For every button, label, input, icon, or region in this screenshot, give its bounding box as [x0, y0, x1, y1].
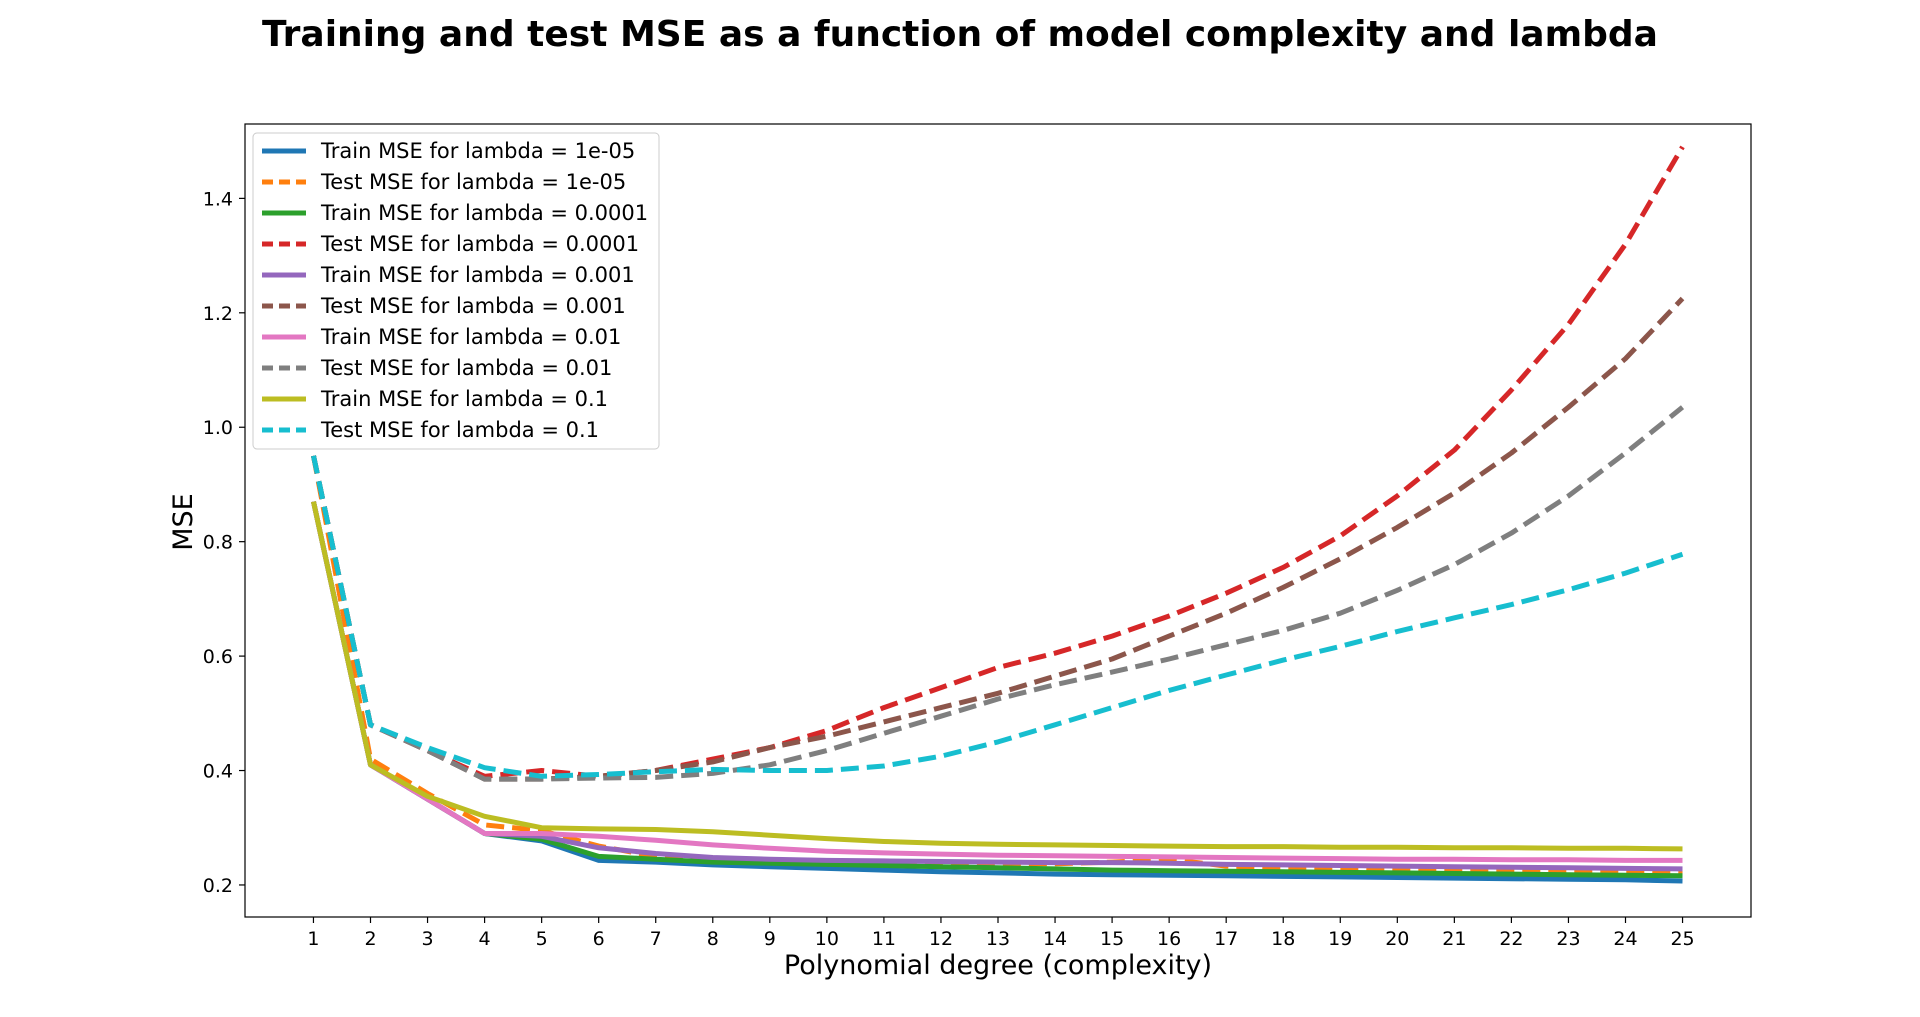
series-line-3 — [311, 501, 1683, 879]
legend-label: Test MSE for lambda = 1e-05 — [320, 170, 626, 194]
legend-label: Test MSE for lambda = 0.001 — [320, 294, 626, 318]
x-tick-label: 17 — [1214, 928, 1238, 950]
series-line-9 — [311, 501, 1683, 852]
legend-label: Train MSE for lambda = 0.001 — [320, 263, 635, 287]
series-line-7 — [311, 501, 1683, 863]
x-tick-label: 4 — [479, 928, 491, 950]
legend-label: Train MSE for lambda = 0.01 — [320, 325, 621, 349]
y-axis-label: MSE — [168, 493, 199, 551]
series-line-4 — [311, 145, 1685, 779]
x-tick-label: 12 — [929, 928, 953, 950]
x-tick-label: 7 — [650, 928, 662, 950]
x-tick-label: 10 — [815, 928, 839, 950]
x-tick-label: 25 — [1670, 928, 1694, 950]
x-tick-label: 5 — [536, 928, 548, 950]
x-tick-label: 9 — [764, 928, 776, 950]
legend-label: Test MSE for lambda = 0.1 — [320, 418, 599, 442]
x-tick-label: 3 — [421, 928, 433, 950]
legend-label: Train MSE for lambda = 1e-05 — [320, 139, 635, 163]
x-tick-label: 24 — [1613, 928, 1637, 950]
series-line-8 — [311, 405, 1685, 782]
x-tick-label: 6 — [593, 928, 605, 950]
legend: Train MSE for lambda = 1e-05 Test MSE for… — [252, 132, 660, 450]
series-line-2 — [311, 455, 1683, 876]
x-tick-label: 16 — [1157, 928, 1181, 950]
x-axis: 1 2 3 4 5 6 7 8 9 10 11 12 13 14 15 16 17 18 19 20 21 22 23 24 2… — [307, 917, 1695, 950]
y-tick-label: 0.2 — [203, 875, 233, 897]
series-line-5 — [311, 501, 1683, 872]
x-tick-label: 8 — [707, 928, 719, 950]
x-tick-label: 20 — [1385, 928, 1409, 950]
legend-label: Train MSE for lambda = 0.1 — [320, 387, 608, 411]
y-tick-label: 0.8 — [203, 532, 233, 554]
x-tick-label: 19 — [1328, 928, 1352, 950]
y-axis: 0.2 0.4 0.6 0.8 1.0 1.2 1.4 — [203, 188, 245, 897]
legend-label: Test MSE for lambda = 0.0001 — [320, 232, 639, 256]
x-tick-label: 22 — [1499, 928, 1523, 950]
legend-label: Test MSE for lambda = 0.01 — [320, 356, 612, 380]
x-tick-label: 1 — [307, 928, 319, 950]
x-tick-label: 18 — [1271, 928, 1295, 950]
series-line-10 — [311, 455, 1684, 779]
y-tick-label: 1.0 — [203, 417, 233, 439]
series-layer — [311, 145, 1685, 884]
legend-frame — [252, 132, 660, 450]
chart-title: Training and test MSE as a function of m… — [262, 14, 1658, 55]
x-axis-label: Polynomial degree (complexity) — [784, 950, 1212, 981]
x-tick-label: 13 — [986, 928, 1010, 950]
y-tick-label: 0.4 — [203, 761, 233, 783]
legend-label: Train MSE for lambda = 0.0001 — [320, 201, 648, 225]
x-tick-label: 21 — [1442, 928, 1466, 950]
x-tick-label: 14 — [1043, 928, 1067, 950]
x-tick-label: 11 — [872, 928, 896, 950]
y-tick-label: 1.4 — [203, 188, 233, 210]
y-tick-label: 0.6 — [203, 646, 233, 668]
y-tick-label: 1.2 — [203, 303, 233, 325]
x-tick-label: 2 — [364, 928, 376, 950]
x-tick-label: 15 — [1100, 928, 1124, 950]
x-tick-label: 23 — [1556, 928, 1580, 950]
